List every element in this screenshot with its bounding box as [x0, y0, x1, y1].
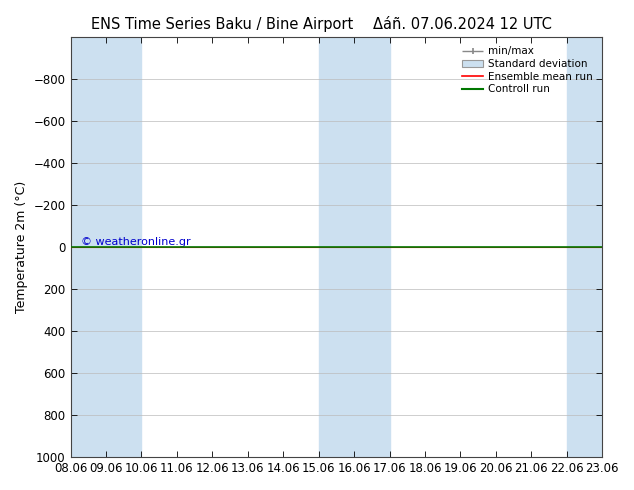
Text: Δáñ. 07.06.2024 12 UTC: Δáñ. 07.06.2024 12 UTC — [373, 17, 552, 32]
Legend: min/max, Standard deviation, Ensemble mean run, Controll run: min/max, Standard deviation, Ensemble me… — [458, 42, 597, 98]
Bar — [319, 37, 389, 457]
Text: ENS Time Series Baku / Bine Airport: ENS Time Series Baku / Bine Airport — [91, 17, 353, 32]
Text: © weatheronline.gr: © weatheronline.gr — [81, 237, 191, 247]
Bar — [567, 37, 613, 457]
Y-axis label: Temperature 2m (°C): Temperature 2m (°C) — [15, 181, 28, 313]
Bar — [70, 37, 141, 457]
